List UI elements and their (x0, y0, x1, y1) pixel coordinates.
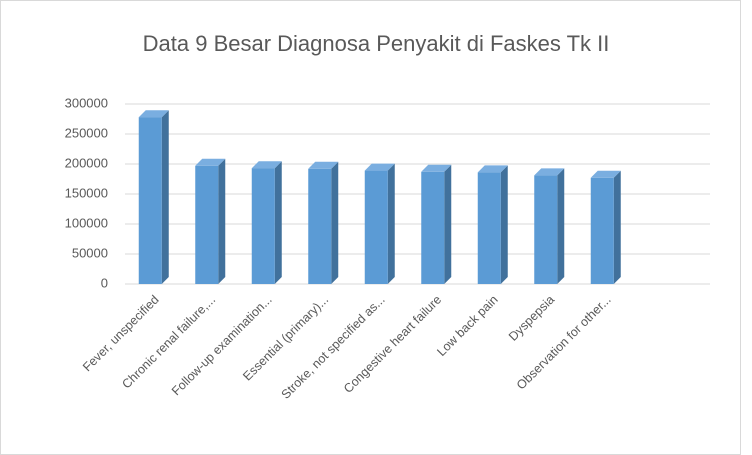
bar-top (251, 161, 282, 169)
bar-top (308, 161, 339, 169)
y-tick-label: 250000 (65, 125, 108, 140)
bar-top (421, 164, 452, 172)
bar-side (331, 161, 339, 284)
y-tick-label: 150000 (65, 185, 108, 200)
bar-side (218, 158, 226, 284)
chart-title: Data 9 Besar Diagnosa Penyakit di Faskes… (143, 31, 610, 56)
bar (421, 171, 445, 284)
y-tick-label: 200000 (65, 155, 108, 170)
bar-top (195, 158, 226, 166)
bar-side (613, 170, 621, 284)
bar-side (444, 164, 452, 284)
bar (251, 168, 275, 284)
bar (308, 168, 332, 284)
bar-side (500, 165, 508, 284)
y-tick-label: 100000 (65, 215, 108, 230)
y-tick-label: 50000 (72, 245, 108, 260)
bar (534, 175, 558, 284)
bar-side (387, 163, 395, 284)
bar-top (590, 170, 621, 178)
bar-side (161, 110, 169, 284)
bar (138, 117, 162, 284)
bar-top (138, 110, 169, 118)
bar-top (364, 163, 395, 171)
bar (477, 172, 501, 284)
bar-top (534, 168, 565, 176)
bar (195, 165, 219, 284)
bar (590, 177, 614, 284)
bar-top (477, 165, 508, 173)
bar (364, 170, 388, 284)
bar-side (557, 168, 565, 284)
bar-side (274, 161, 282, 284)
y-tick-label: 0 (101, 275, 108, 290)
y-tick-label: 300000 (65, 95, 108, 110)
